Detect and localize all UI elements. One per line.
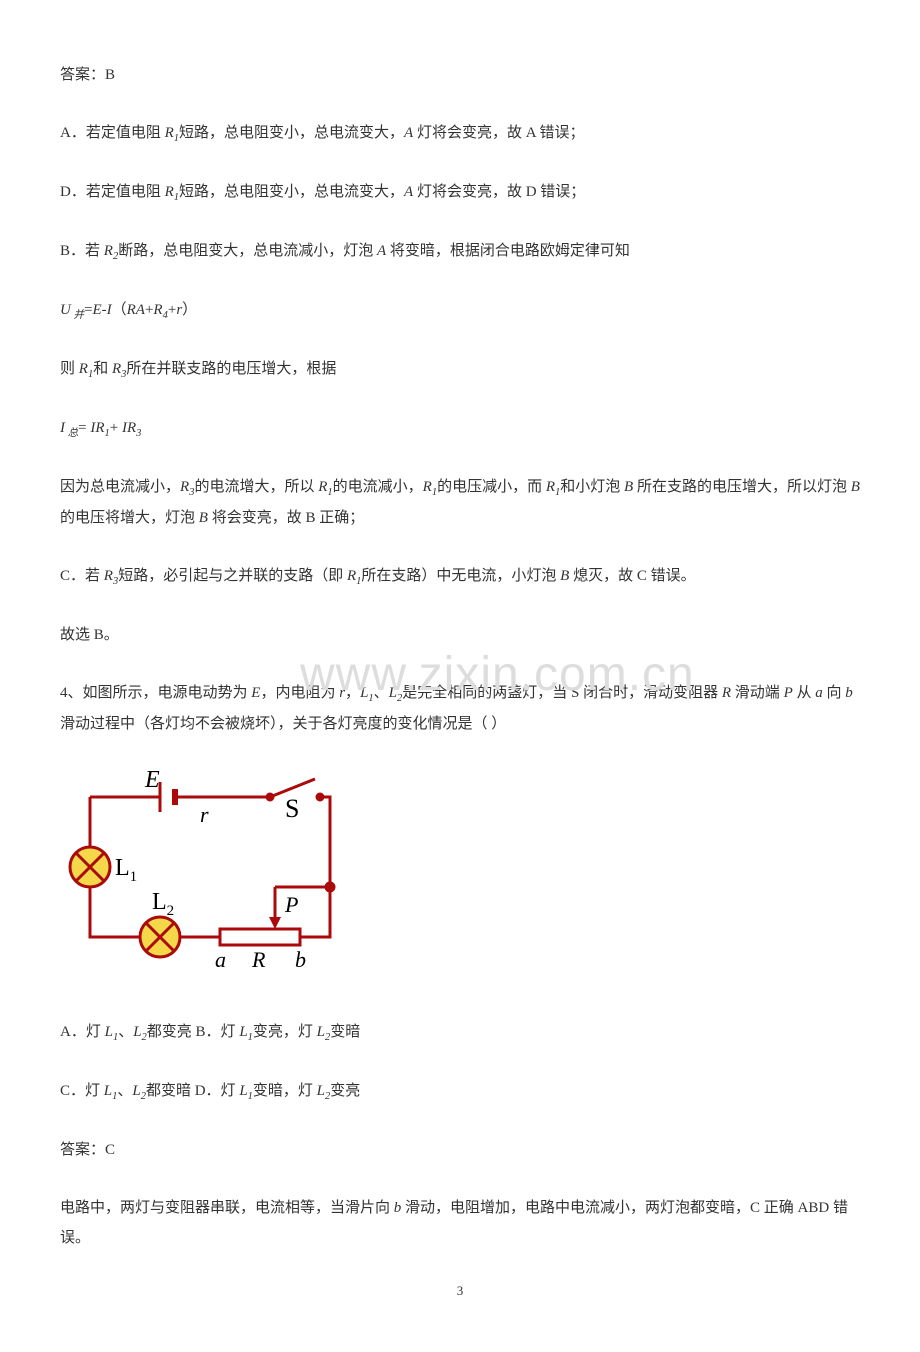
options-line-cd: C．灯 L1、L2都变暗 D．灯 L1变暗，灯 L2变亮 bbox=[60, 1076, 860, 1107]
question-4-stem: 4、如图所示，电源电动势为 E，内电阻为 r，L1、L2是完全相同的两盏灯，当 … bbox=[60, 678, 860, 739]
circuit-label-R: R bbox=[251, 947, 266, 972]
formula-1: U 并=E-I（RA+R4+r） bbox=[60, 295, 860, 326]
answer-4-label: 答案：C bbox=[60, 1135, 860, 1165]
explanation-then: 则 R1和 R3所在并联支路的电压增大，根据 bbox=[60, 354, 860, 385]
circuit-label-a: a bbox=[215, 947, 226, 972]
options-line-ab: A．灯 L1、L2都变亮 B．灯 L1变亮，灯 L2变暗 bbox=[60, 1017, 860, 1048]
explanation-because: 因为总电流减小，R3的电流增大，所以 R1的电流减小，R1的电压减小，而 R1和… bbox=[60, 472, 860, 533]
explanation-line-a: A．若定值电阻 R1短路，总电阻变小，总电流变大，A 灯将会变亮，故 A 错误； bbox=[60, 118, 860, 149]
circuit-label-b: b bbox=[295, 947, 306, 972]
formula-2: I 总= IR1+ IR3 bbox=[60, 413, 860, 444]
circuit-label-e: E bbox=[144, 767, 160, 793]
circuit-label-s: S bbox=[285, 794, 299, 823]
circuit-label-l1: L1 bbox=[115, 855, 137, 885]
circuit-label-l2: L2 bbox=[152, 889, 174, 919]
circuit-label-r: r bbox=[200, 802, 209, 827]
explanation-line-d: D．若定值电阻 R1短路，总电阻变小，总电流变大，A 灯将会变亮，故 D 错误； bbox=[60, 177, 860, 208]
conclusion: 故选 B。 bbox=[60, 620, 860, 650]
explanation-line-b: B．若 R2断路，总电阻变大，总电流减小，灯泡 A 将变暗，根据闭合电路欧姆定律… bbox=[60, 236, 860, 267]
page-number: 3 bbox=[60, 1281, 860, 1302]
explanation-line-c: C．若 R3短路，必引起与之并联的支路（即 R1所在支路）中无电流，小灯泡 B … bbox=[60, 561, 860, 592]
explanation-4: 电路中，两灯与变阻器串联，电流相等，当滑片向 b 滑动，电阻增加，电路中电流减小… bbox=[60, 1193, 860, 1253]
answer-label: 答案：B bbox=[60, 60, 860, 90]
circuit-label-p: P bbox=[284, 892, 298, 917]
circuit-diagram: E r S L1 L2 P a R b bbox=[60, 767, 360, 987]
